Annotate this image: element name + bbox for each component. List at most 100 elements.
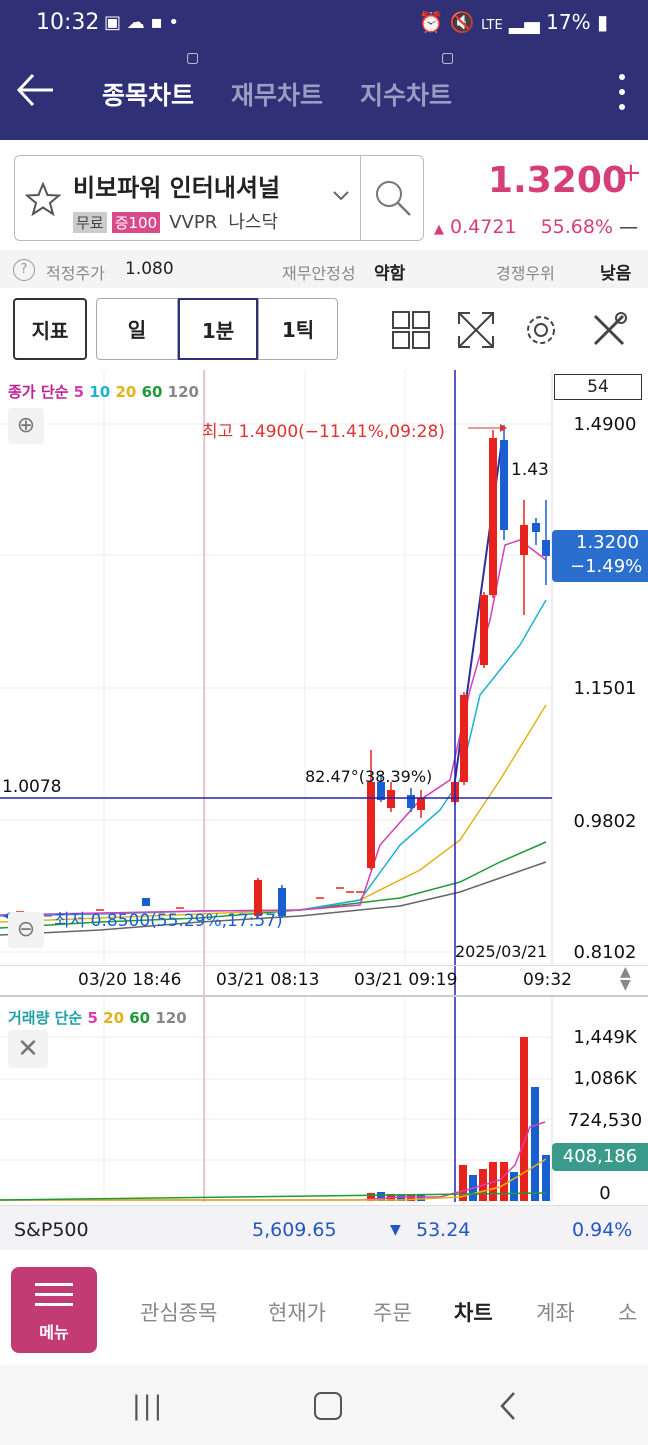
nav-watchlist[interactable]: 관심종목: [140, 1301, 218, 1325]
stock-selector[interactable]: 비보파워 인터내셔널 무료 증100 VVPR 나스닥: [14, 155, 361, 241]
high-arrow-head: [500, 424, 507, 432]
price-sign: +: [620, 158, 642, 188]
volume-bar: [500, 1162, 508, 1201]
volume-legend[interactable]: 거래량 단순 5 20 60 120: [8, 1007, 187, 1028]
tab-stock-chart[interactable]: 종목차트: [102, 81, 195, 110]
index-pct: 0.94%: [572, 1219, 633, 1241]
change-value: 0.4721: [450, 216, 517, 238]
ma-10-label: 10: [89, 383, 111, 401]
candle-body: [278, 888, 286, 916]
volume-bar: [542, 1155, 550, 1201]
ma-120-label: 120: [167, 383, 199, 401]
volume-badge: 408,186: [552, 1143, 648, 1171]
volume-bar: [377, 1192, 385, 1201]
period-1tick-button[interactable]: 1틱: [258, 298, 338, 360]
nav-order[interactable]: 주문: [373, 1301, 412, 1325]
vol-ma20-line: [0, 1158, 547, 1201]
ma60-line: [0, 841, 547, 929]
gear-icon[interactable]: [521, 310, 561, 350]
indicator-button[interactable]: 지표: [13, 298, 87, 360]
nav-chart[interactable]: 차트: [454, 1301, 493, 1325]
competitive-label: 경쟁우위: [496, 264, 555, 283]
tab-badge-icon: ▢: [441, 50, 455, 66]
system-back-icon[interactable]: [498, 1391, 518, 1421]
volume-bar: [407, 1195, 415, 1201]
candle-count-box[interactable]: 54: [554, 374, 642, 400]
price-badge: 1.3200 −1.49%: [552, 530, 648, 582]
volume-divider[interactable]: [0, 995, 648, 997]
index-bar[interactable]: S&P500 5,609.65 ▼ 53.24 0.94%: [0, 1205, 648, 1254]
ma-legend[interactable]: 종가 단순 5 10 20 60 120: [8, 381, 199, 402]
more-menu-icon[interactable]: [612, 72, 632, 112]
chart-grid: [0, 370, 552, 965]
y-label-2: 1.1501: [573, 678, 637, 699]
tools-icon[interactable]: [589, 310, 629, 350]
nav-more[interactable]: 소: [618, 1301, 638, 1325]
change-dash: —: [619, 216, 639, 238]
menu-label: 메뉴: [39, 1323, 69, 1342]
zoom-in-icon[interactable]: ⊕: [8, 408, 44, 444]
fair-price-value: 1.080: [125, 259, 174, 279]
close-icon[interactable]: ✕: [8, 1030, 48, 1068]
bottom-nav: [0, 1250, 648, 1365]
vol-y-label-2: 1,086K: [573, 1068, 637, 1089]
candle-body: [489, 438, 497, 595]
recent-apps-icon[interactable]: |||: [132, 1391, 165, 1421]
volume-bar: [417, 1195, 425, 1201]
candle-body: [460, 695, 468, 782]
candle-body: [377, 782, 385, 800]
change-pct: 55.68%: [540, 216, 614, 238]
layout-grid-icon[interactable]: [391, 310, 431, 350]
y-label-3: 0.9802: [573, 811, 637, 832]
tab-index-chart[interactable]: 지수차트: [360, 81, 453, 110]
nav-current-price[interactable]: 현재가: [268, 1301, 326, 1325]
period-day-button[interactable]: 일: [96, 298, 178, 360]
vol-ma-20-label: 20: [103, 1009, 125, 1027]
status-icons: ▣ ☁ ▪ •: [104, 12, 179, 33]
candle-body: [480, 595, 488, 665]
price-badge-value: 1.3200: [576, 532, 639, 553]
volume-bar: [531, 1087, 539, 1201]
y-label-high: 1.4900: [573, 414, 637, 435]
candle-body: [254, 880, 262, 916]
candle-body: [542, 540, 550, 556]
tab-finance-chart[interactable]: 재무차트: [231, 81, 324, 110]
expand-icon[interactable]: [456, 310, 496, 350]
nav-account[interactable]: 계좌: [536, 1301, 575, 1325]
price-chart[interactable]: [0, 370, 648, 995]
margin-tag: 증100: [111, 212, 161, 233]
vol-y-label-4: 0: [599, 1183, 611, 1204]
up-triangle-icon: ▲: [434, 222, 444, 237]
back-arrow-icon[interactable]: [16, 72, 56, 108]
low-annotation: 최저 0.8500(55.29%,17:57): [54, 911, 283, 931]
ma-60-label: 60: [141, 383, 163, 401]
candle-body: [387, 790, 395, 808]
ma-5-label: 5: [73, 383, 85, 401]
vol-ma60-line: [0, 1192, 547, 1201]
resize-handle-icon[interactable]: ▲ ▼: [620, 964, 631, 993]
x-label-3: 03/21 09:19: [354, 970, 458, 990]
free-tag: 무료: [73, 212, 107, 233]
vol-y-label-1: 1,449K: [573, 1027, 637, 1048]
chevron-down-icon[interactable]: [333, 190, 349, 202]
app-header: 10:32 ▣ ☁ ▪ • ⏰ 🔇 LTE ▂▄ 17% ▮ 종목차트 재무차트…: [0, 0, 648, 140]
stock-tags: 무료 증100 VVPR 나스닥: [73, 208, 278, 234]
last-label: 1.43: [511, 460, 549, 480]
cross-date-label: 2025/03/21: [455, 942, 548, 961]
current-price: 1.3200: [488, 160, 627, 201]
help-icon[interactable]: ?: [13, 259, 35, 281]
stability-label: 재무안정성: [282, 264, 356, 283]
home-icon[interactable]: [314, 1392, 342, 1420]
volume-chart[interactable]: [0, 997, 648, 1202]
favorite-star-icon[interactable]: [25, 182, 61, 216]
menu-button[interactable]: 메뉴: [11, 1267, 97, 1353]
competitive-value: 낮음: [600, 264, 632, 284]
crosshair-value: 1.0078: [2, 777, 62, 797]
period-1min-button[interactable]: 1분: [178, 298, 258, 360]
volume-bar: [510, 1172, 518, 1201]
volume-legend-prefix: 거래량 단순: [8, 1009, 83, 1027]
candle-body: [417, 798, 425, 810]
ma120-line: [0, 861, 547, 936]
search-button[interactable]: [360, 155, 424, 241]
zoom-out-icon[interactable]: ⊖: [8, 912, 44, 948]
